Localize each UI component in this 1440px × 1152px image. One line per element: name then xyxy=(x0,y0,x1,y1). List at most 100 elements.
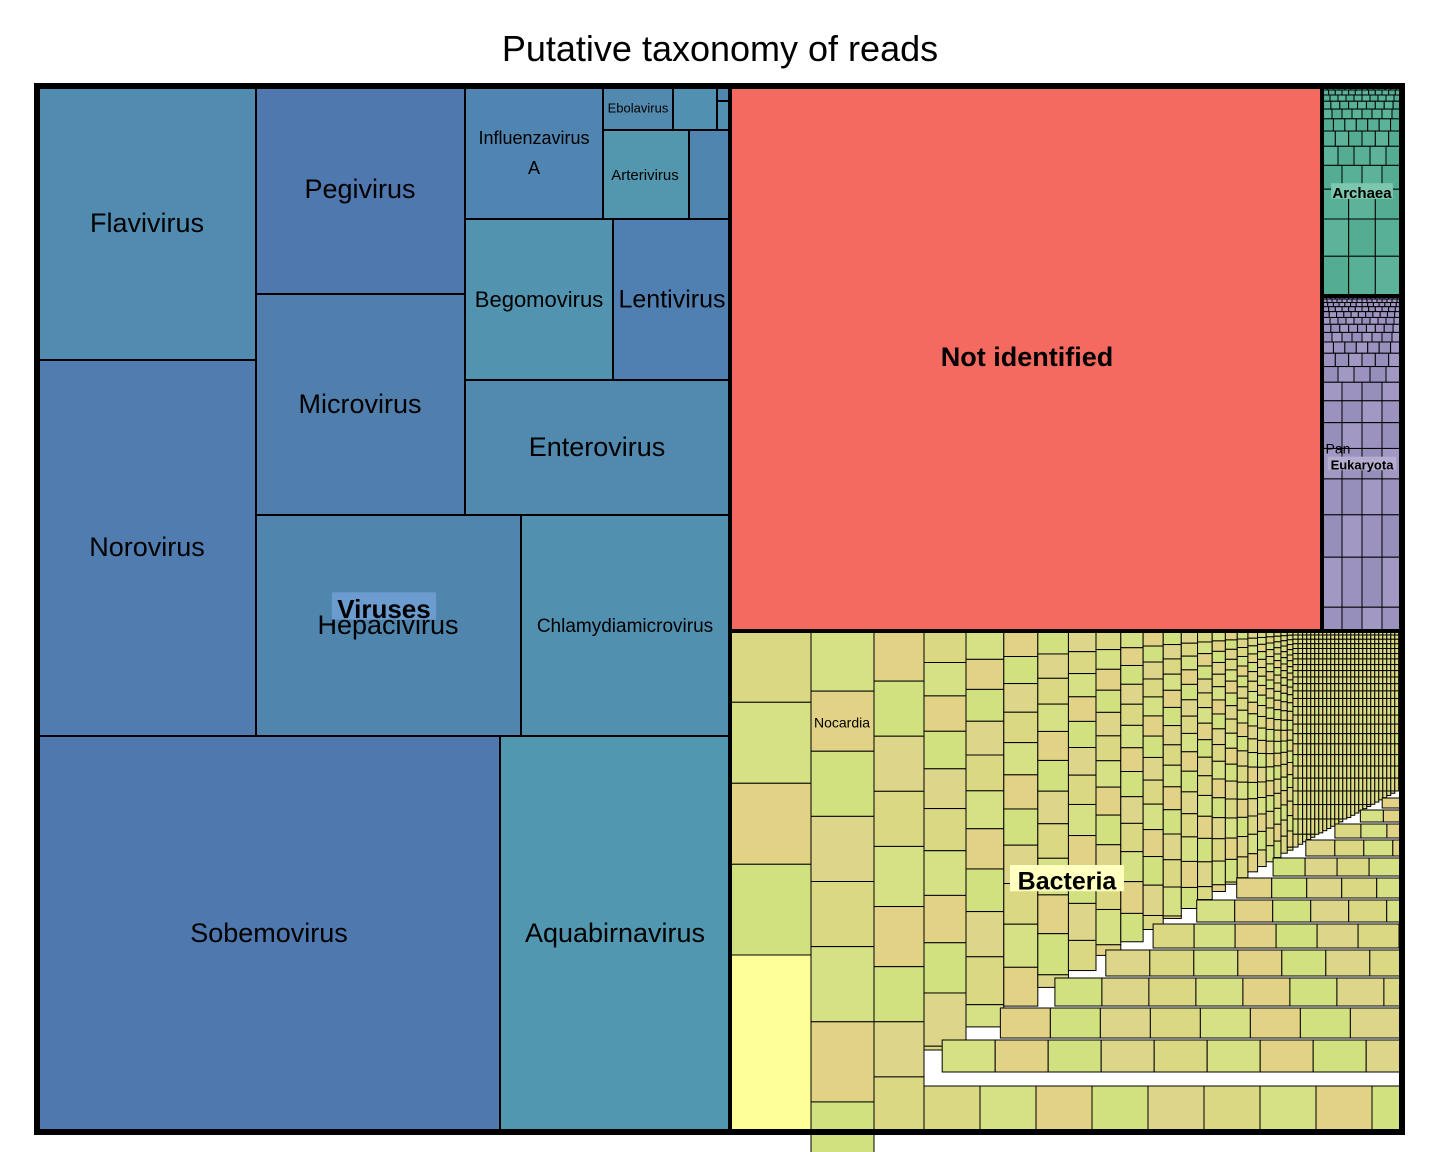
cell-bacteria-genus xyxy=(1386,658,1392,666)
cell-bacteria-genus xyxy=(1390,653,1396,660)
cell-bacteria-genus xyxy=(1370,706,1376,716)
cell-bacteria-genus xyxy=(1037,653,1069,679)
cell-bacteria-genus xyxy=(1306,697,1312,708)
cell-bacteria-genus xyxy=(1280,645,1288,653)
cell-bacteria-genus xyxy=(999,1007,1051,1039)
cell-bacteria-genus xyxy=(1199,1007,1251,1039)
cell-bacteria-genus xyxy=(1257,658,1267,669)
cell-bacteria-genus xyxy=(1302,643,1308,649)
cell-bacteria-genus xyxy=(1286,694,1294,704)
cell-bacteria-genus xyxy=(1306,733,1312,745)
label-ebolavirus: Ebolavirus xyxy=(608,100,669,115)
cell-bacteria-genus xyxy=(1211,713,1226,730)
cell-bacteria-genus xyxy=(1354,733,1360,745)
cell-bacteria-genus xyxy=(1286,762,1294,776)
cell-bacteria-genus xyxy=(1334,664,1340,672)
cell-bacteria-genus xyxy=(1322,743,1328,756)
cell-bacteria-genus xyxy=(1095,908,1122,946)
cell-bacteria-genus xyxy=(1358,647,1364,655)
cell-bacteria-genus xyxy=(1197,775,1213,796)
cell-eukaryota-genus xyxy=(1326,298,1333,304)
cell-bacteria-genus xyxy=(1354,670,1360,678)
cell-bacteria-genus xyxy=(1334,804,1340,820)
cell-bacteria-genus xyxy=(1382,723,1388,735)
cell-bacteria-genus xyxy=(1362,706,1368,716)
cell-bacteria-genus xyxy=(1362,683,1368,692)
cell-bacteria-genus xyxy=(1334,638,1340,645)
cell-bacteria-genus xyxy=(1142,735,1164,758)
cell-bacteria-genus xyxy=(1314,804,1320,820)
cell-bacteria-genus xyxy=(1358,723,1364,735)
cell-bacteria-genus xyxy=(1342,777,1348,792)
cell-bacteria-genus xyxy=(1390,670,1396,678)
cell-bacteria-genus xyxy=(1273,653,1282,662)
cell-norovirus xyxy=(36,359,257,737)
cell-bacteria-genus xyxy=(1374,714,1380,725)
cell-bacteria-genus xyxy=(1310,899,1350,923)
cell-bacteria-genus xyxy=(1394,754,1400,767)
cell-bacteria-genus xyxy=(1247,853,1259,873)
cell-bacteria-genus xyxy=(1390,683,1396,692)
cell-bacteria-genus xyxy=(1394,634,1400,640)
cell-bacteria-genus xyxy=(1366,706,1372,716)
label-eukaryota: Eukaryota xyxy=(1331,457,1395,472)
cell-bacteria-genus xyxy=(1370,690,1376,699)
cell-bacteria-genus xyxy=(1342,643,1348,649)
cell-bacteria-genus xyxy=(1362,765,1368,779)
cell-eukaryota-genus xyxy=(1369,316,1379,325)
cell-archaea-genus xyxy=(1344,118,1357,132)
cell-archaea-genus xyxy=(1351,108,1363,120)
cell-bacteria-genus xyxy=(1342,765,1348,779)
cell-bacteria-genus xyxy=(1297,765,1304,779)
cell-eukaryota-genus xyxy=(1367,341,1380,354)
cell-bacteria-genus xyxy=(1378,664,1384,672)
cell-bacteria-genus xyxy=(1236,750,1249,767)
cell-bacteria-genus xyxy=(1390,643,1396,649)
cell-bacteria-genus xyxy=(1358,676,1364,685)
cell-eukaryota-genus xyxy=(1341,556,1363,608)
cell-arterivirus xyxy=(602,129,690,220)
label-lentivirus: Lentivirus xyxy=(619,286,726,314)
cell-bacteria-genus xyxy=(1292,683,1299,692)
cell-bacteria-genus xyxy=(1280,635,1288,642)
cell-bacteria-genus xyxy=(1370,683,1376,692)
cell-bacteria-genus xyxy=(729,863,812,956)
cell-bacteria-genus xyxy=(1366,743,1372,756)
cell-bacteria-genus xyxy=(1322,804,1328,820)
cell-bacteria-genus xyxy=(1224,669,1238,682)
cell-bacteria-genus xyxy=(1265,717,1275,730)
cell-bacteria-genus xyxy=(1247,645,1259,655)
cell-bacteria-genus xyxy=(1257,643,1267,653)
cell-bacteria-genus xyxy=(1310,664,1316,672)
cell-bacteria-genus xyxy=(1338,706,1344,716)
cell-bacteria-genus xyxy=(1350,790,1356,806)
cell-bacteria-genus xyxy=(1314,638,1320,645)
cell-bacteria-genus xyxy=(1342,706,1348,716)
cell-archaea-genus xyxy=(1374,100,1385,110)
cell-bacteria-genus xyxy=(1342,754,1348,767)
cell-bacteria-genus xyxy=(1286,634,1294,641)
cell-bacteria-genus xyxy=(1211,817,1226,840)
cell-bacteria-genus xyxy=(1354,804,1360,814)
cell-bacteria-genus xyxy=(1280,740,1288,753)
cell-bacteria-genus xyxy=(873,1076,925,1133)
cell-bacteria-genus xyxy=(1366,733,1372,745)
cell-bacteria-genus xyxy=(1362,643,1368,649)
cell-eukaryota-genus xyxy=(1381,298,1388,304)
cell-bacteria-genus xyxy=(1211,686,1226,701)
cell-bacteria-genus xyxy=(1280,763,1288,778)
cell-bacteria-genus xyxy=(1342,664,1348,672)
cell-bacteria-genus xyxy=(1390,690,1396,699)
cell-bacteria-genus xyxy=(1224,817,1238,839)
cell-bacteria-genus xyxy=(1330,733,1336,745)
cell-eukaryota-genus xyxy=(1355,302,1363,308)
cell-bacteria-genus xyxy=(965,720,1005,756)
label-not-identified: Not identified xyxy=(941,342,1113,372)
cell-bacteria-genus xyxy=(1302,697,1308,708)
cell-bacteria-genus xyxy=(1120,724,1144,749)
cell-eukaryota-genus xyxy=(1374,306,1383,313)
cell-eukaryota-genus xyxy=(1321,478,1343,516)
cell-bacteria-genus xyxy=(1350,683,1356,692)
cell-bacteria-genus xyxy=(1314,777,1320,792)
cell-bacteria-genus xyxy=(1322,706,1328,716)
